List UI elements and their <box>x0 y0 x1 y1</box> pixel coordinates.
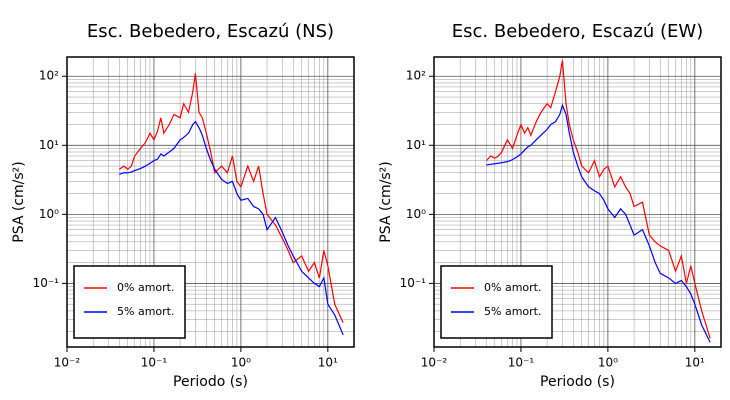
x-tick-label: 10⁰ <box>231 356 251 370</box>
y-tick-label: 10² <box>406 69 426 83</box>
y-tick-label: 10¹ <box>39 138 59 152</box>
legend-label: 5% amort. <box>117 305 174 318</box>
chart-title: Esc. Bebedero, Escazú (EW) <box>452 21 703 42</box>
x-tick-label: 10⁻¹ <box>141 356 168 370</box>
y-axis-label: PSA (cm/s²) <box>378 161 394 243</box>
x-tick-label: 10⁻² <box>54 356 81 370</box>
y-tick-label: 10⁻¹ <box>400 276 427 290</box>
x-axis-label: Periodo (s) <box>540 374 615 390</box>
series-line <box>486 103 711 343</box>
series-line <box>118 73 344 323</box>
legend-label: 0% amort. <box>484 281 541 294</box>
legend-label: 0% amort. <box>117 281 174 294</box>
x-tick-label: 10⁰ <box>598 356 618 370</box>
y-tick-label: 10² <box>39 69 59 83</box>
panel: 10⁻² 10⁻¹ 10⁰ 10¹ 10⁻¹ 10⁰ 10¹ 10² Esc. Bebedero… <box>11 21 355 390</box>
y-tick-label: 10⁰ <box>39 207 59 221</box>
legend-box <box>440 265 553 339</box>
plot-frame <box>433 56 722 348</box>
y-tick-label: 10⁻¹ <box>33 276 60 290</box>
x-tick-label: 10⁻¹ <box>508 356 535 370</box>
plot-frame <box>66 56 355 348</box>
chart-title: Esc. Bebedero, Escazú (NS) <box>87 21 334 42</box>
y-axis-label: PSA (cm/s²) <box>11 161 27 243</box>
panel: 10⁻² 10⁻¹ 10⁰ 10¹ 10⁻¹ 10⁰ 10¹ 10² Esc. Bebedero… <box>378 21 722 390</box>
y-tick-label: 10¹ <box>406 138 426 152</box>
x-tick-label: 10⁻² <box>421 356 448 370</box>
x-axis-label: Periodo (s) <box>173 374 248 390</box>
y-tick-label: 10⁰ <box>406 207 426 221</box>
series-line <box>485 60 711 339</box>
x-tick-label: 10¹ <box>685 356 705 370</box>
x-tick-label: 10¹ <box>318 356 338 370</box>
series-line <box>119 120 344 336</box>
legend-label: 5% amort. <box>484 305 541 318</box>
legend-box <box>73 265 186 339</box>
